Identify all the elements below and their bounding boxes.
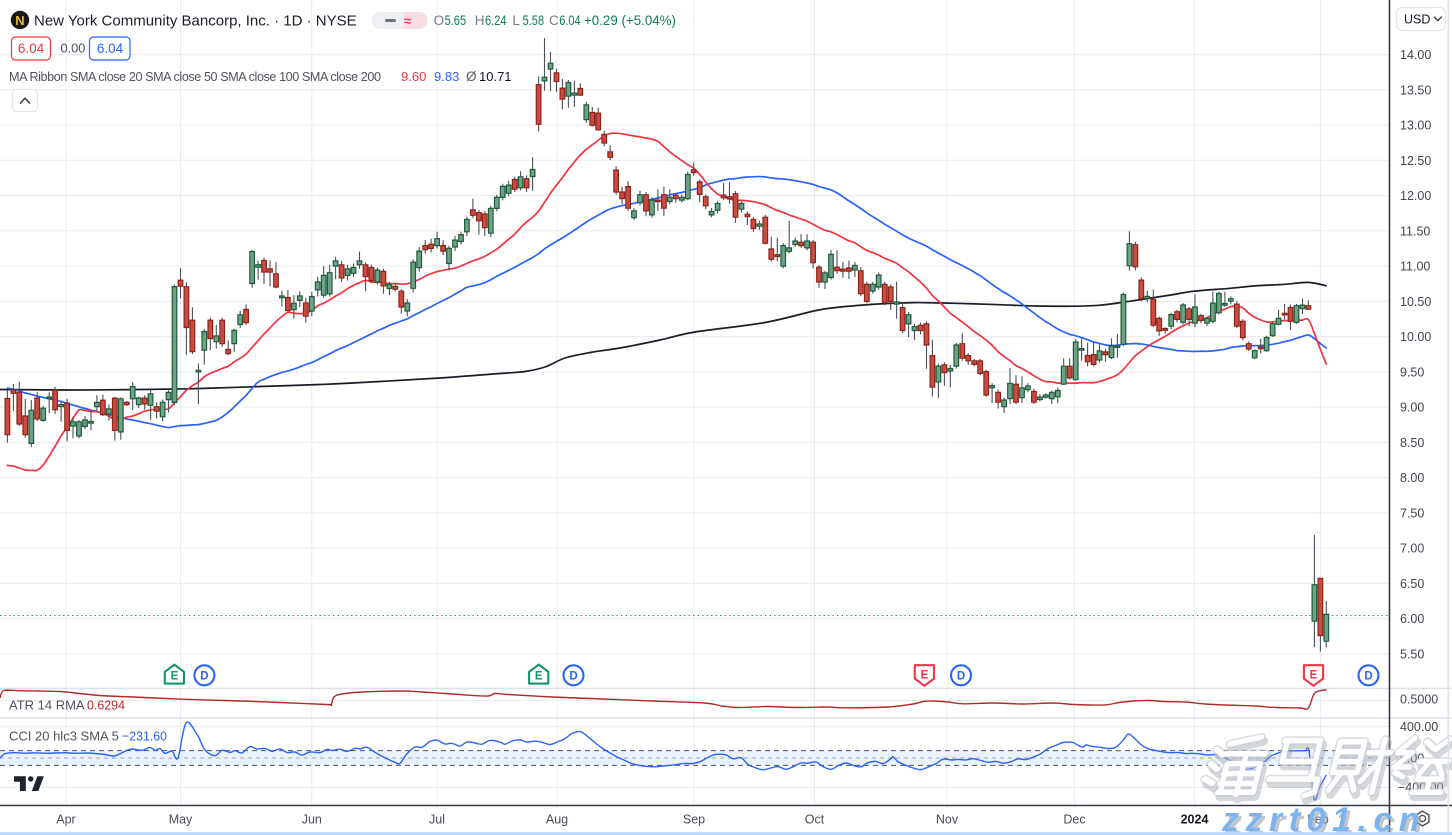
svg-text:D: D xyxy=(1364,671,1372,683)
svg-text:E: E xyxy=(535,670,543,682)
svg-text:2024: 2024 xyxy=(1181,813,1209,827)
svg-text:8.00: 8.00 xyxy=(1400,471,1424,485)
svg-text:ATR 14 RMA: ATR 14 RMA xyxy=(9,698,85,713)
svg-text:+0.29 (+5.04%): +0.29 (+5.04%) xyxy=(584,13,676,28)
svg-text:12.50: 12.50 xyxy=(1400,154,1431,168)
svg-text:0.00: 0.00 xyxy=(61,41,86,56)
svg-text:9.83: 9.83 xyxy=(434,69,459,84)
svg-text:Oct: Oct xyxy=(805,813,825,827)
svg-text:5.65: 5.65 xyxy=(445,13,467,28)
svg-text:6.04: 6.04 xyxy=(559,13,581,28)
svg-text:11.50: 11.50 xyxy=(1400,224,1430,238)
svg-text:5.50: 5.50 xyxy=(1400,647,1424,661)
svg-text:zzrt01.cn: zzrt01.cn xyxy=(1221,801,1426,835)
svg-text:6.50: 6.50 xyxy=(1400,577,1424,591)
svg-text:0.6294: 0.6294 xyxy=(87,698,125,713)
svg-text:7.50: 7.50 xyxy=(1400,506,1424,520)
svg-text:Feb: Feb xyxy=(1307,813,1329,827)
svg-text:Dec: Dec xyxy=(1063,813,1085,827)
svg-text:10.50: 10.50 xyxy=(1400,295,1431,309)
svg-text:6.24: 6.24 xyxy=(485,13,507,28)
svg-text:Nov: Nov xyxy=(936,813,959,827)
svg-text:Ø: Ø xyxy=(466,69,477,84)
svg-text:L: L xyxy=(512,13,520,28)
svg-text:Aug: Aug xyxy=(546,813,568,827)
svg-text:12.00: 12.00 xyxy=(1400,189,1431,203)
svg-text:5.58: 5.58 xyxy=(523,13,545,28)
svg-text:CCI 20 hlc3 SMA 5: CCI 20 hlc3 SMA 5 xyxy=(9,729,119,744)
svg-text:USD: USD xyxy=(1404,13,1430,27)
svg-text:9.50: 9.50 xyxy=(1400,365,1424,379)
svg-text:13.50: 13.50 xyxy=(1400,83,1431,97)
svg-text:≈: ≈ xyxy=(404,14,412,29)
svg-text:D: D xyxy=(957,671,965,683)
svg-text:−231.60: −231.60 xyxy=(122,729,167,744)
svg-text:9.00: 9.00 xyxy=(1400,401,1424,415)
svg-text:14.00: 14.00 xyxy=(1400,48,1431,62)
svg-text:7.00: 7.00 xyxy=(1400,542,1424,556)
svg-text:10.00: 10.00 xyxy=(1400,330,1431,344)
svg-text:Apr: Apr xyxy=(56,813,75,827)
svg-text:H: H xyxy=(475,13,485,28)
svg-text:6.00: 6.00 xyxy=(1400,612,1424,626)
svg-text:zzrt01.cn: zzrt01.cn xyxy=(1224,804,1429,835)
svg-text:6.04: 6.04 xyxy=(18,41,45,56)
svg-text:E: E xyxy=(921,669,929,681)
svg-text:400.00: 400.00 xyxy=(1400,720,1438,734)
svg-text:May: May xyxy=(169,813,193,827)
svg-text:E: E xyxy=(1310,669,1318,681)
svg-text:MA Ribbon SMA close 20 SMA clo: MA Ribbon SMA close 20 SMA close 50 SMA … xyxy=(9,70,381,84)
svg-text:Jul: Jul xyxy=(429,813,445,827)
svg-text:9.60: 9.60 xyxy=(401,69,426,84)
svg-text:6.04: 6.04 xyxy=(97,41,124,56)
svg-text:13.00: 13.00 xyxy=(1400,119,1431,133)
svg-text:C: C xyxy=(549,13,559,28)
svg-text:D: D xyxy=(200,671,208,683)
svg-text:N: N xyxy=(15,13,24,28)
svg-text:O: O xyxy=(434,13,445,28)
svg-text:10.71: 10.71 xyxy=(479,69,512,84)
svg-text:Jun: Jun xyxy=(302,813,322,827)
svg-text:New York Community Bancorp, In: New York Community Bancorp, Inc. · 1D · … xyxy=(34,13,357,30)
svg-text:11.00: 11.00 xyxy=(1400,260,1430,274)
svg-text:D: D xyxy=(569,671,577,683)
svg-text:Sep: Sep xyxy=(683,813,705,827)
svg-text:0.5000: 0.5000 xyxy=(1400,693,1438,707)
svg-text:8.50: 8.50 xyxy=(1400,436,1424,450)
svg-text:E: E xyxy=(171,670,179,682)
